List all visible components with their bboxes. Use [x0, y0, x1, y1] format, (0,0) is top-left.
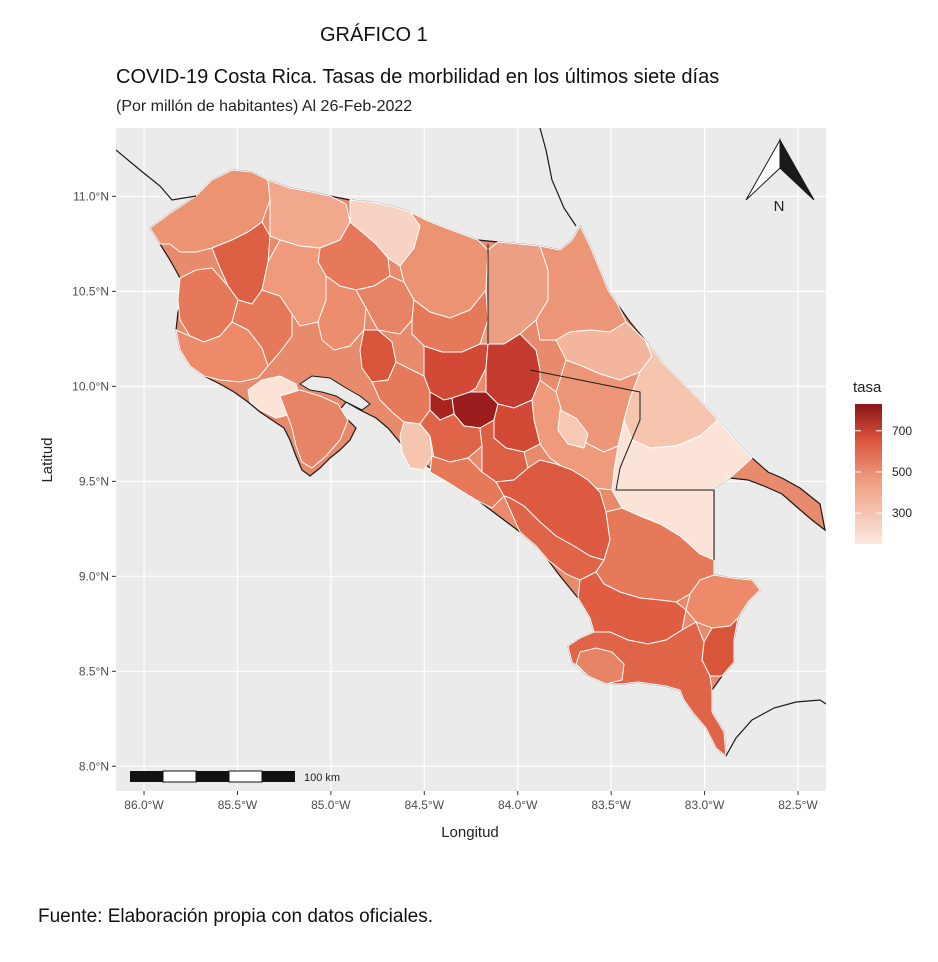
source-note: Fuente: Elaboración propia con datos ofi…: [38, 906, 434, 927]
scale-bar: 100 km: [130, 770, 340, 784]
map-title: COVID-19 Costa Rica. Tasas de morbilidad…: [116, 66, 720, 88]
legend-tick-label: 300: [892, 506, 912, 520]
x-tick-label: 85.0°W: [311, 798, 351, 812]
y-tick-label: 8.0°N: [79, 759, 109, 773]
y-tick-label: 10.5°N: [72, 284, 109, 298]
x-tick-label: 83.0°W: [685, 798, 725, 812]
legend: tasa 300 500 700: [853, 379, 912, 544]
province-border: [487, 244, 715, 560]
region-nicoya: [231, 289, 293, 367]
map-subtitle: (Por millón de habitantes) Al 26-Feb-202…: [116, 98, 413, 115]
x-tick-label: 86.0°W: [124, 798, 164, 812]
y-tick-label: 9.5°N: [79, 474, 109, 488]
region-nandayure: [279, 389, 349, 469]
legend-colorbar: [855, 404, 882, 544]
region-jimenez: [557, 409, 589, 449]
legend-tick-label: 700: [892, 424, 912, 438]
north-arrow: N: [745, 138, 815, 215]
y-tick-label: 8.5°N: [79, 664, 109, 678]
legend-title: tasa: [853, 379, 882, 396]
legend-tick-label: 500: [892, 465, 912, 479]
region-esparza-orotina: [371, 361, 431, 425]
x-tick-label: 85.5°W: [218, 798, 258, 812]
x-tick-label: 83.5°W: [591, 798, 631, 812]
figure-label: GRÁFICO 1: [320, 24, 428, 46]
neighbor-border-north: [116, 149, 197, 201]
gulf-of-nicoya: [299, 375, 371, 411]
legend-ticks: 300 500 700: [855, 424, 912, 520]
x-tick-label: 82.5°W: [778, 798, 818, 812]
y-tick-label: 11.0°N: [73, 189, 109, 203]
region-gam-north: [485, 333, 541, 409]
region-osa-peninsula: [575, 647, 625, 685]
y-tick-label: 9.0°N: [79, 569, 109, 583]
y-axis-title: Latitud: [39, 437, 56, 482]
axis-ticks: 86.0°W 85.5°W 85.0°W 84.5°W 84.0°W 83.5°W 83.0…: [72, 189, 818, 812]
region-sarapiqui: [479, 241, 549, 345]
region-parrita: [429, 455, 505, 509]
map-regions: [116, 128, 826, 758]
north-arrow-label: N: [774, 198, 785, 215]
neighbor-border-panama: [725, 699, 826, 757]
y-tick-label: 10.0°N: [72, 379, 109, 393]
neighbor-border-east: [539, 128, 577, 227]
x-axis-title: Longitud: [441, 824, 499, 841]
scale-bar-label: 100 km: [304, 772, 340, 784]
x-tick-label: 84.5°W: [405, 798, 445, 812]
x-tick-label: 84.0°W: [498, 798, 538, 812]
